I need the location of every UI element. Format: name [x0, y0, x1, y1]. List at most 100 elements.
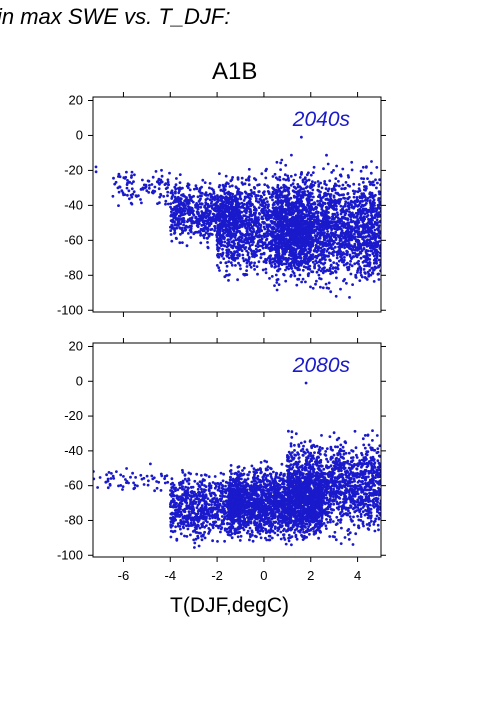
- data-point: [220, 254, 224, 258]
- data-point: [118, 185, 122, 189]
- data-point: [285, 266, 289, 270]
- data-point: [359, 269, 363, 272]
- data-point: [228, 273, 231, 276]
- data-point: [287, 193, 290, 197]
- data-point: [179, 510, 183, 514]
- data-point: [292, 231, 296, 235]
- data-point: [117, 190, 121, 194]
- data-point: [124, 175, 128, 179]
- data-point: [350, 264, 354, 268]
- data-point: [200, 202, 204, 206]
- data-point: [370, 160, 373, 163]
- data-point: [235, 250, 239, 253]
- data-point: [346, 268, 350, 272]
- data-point: [216, 249, 220, 253]
- data-point: [147, 191, 151, 194]
- data-point: [296, 242, 299, 246]
- data-point: [340, 193, 344, 197]
- data-point: [285, 195, 289, 199]
- data-point: [245, 273, 249, 276]
- data-point: [332, 261, 336, 264]
- data-point: [116, 186, 120, 190]
- data-point: [238, 223, 242, 227]
- data-point: [313, 201, 316, 205]
- data-point: [326, 230, 330, 233]
- data-point: [196, 203, 200, 207]
- data-point: [159, 192, 163, 196]
- data-point: [151, 477, 155, 481]
- data-point: [309, 234, 313, 238]
- data-point: [219, 242, 223, 246]
- data-point: [213, 482, 217, 486]
- data-point: [245, 269, 249, 272]
- data-point: [226, 220, 230, 224]
- data-point: [236, 253, 239, 257]
- data-point: [341, 183, 345, 187]
- data-point: [199, 531, 202, 535]
- data-point: [301, 268, 305, 272]
- data-point: [239, 238, 243, 242]
- data-point: [299, 197, 302, 201]
- data-point: [326, 224, 330, 228]
- data-point: [224, 484, 227, 488]
- data-point: [257, 206, 261, 210]
- data-point: [345, 208, 348, 212]
- data-point: [222, 196, 226, 200]
- data-point: [271, 211, 275, 215]
- data-point: [326, 162, 330, 166]
- data-point: [282, 216, 286, 220]
- data-point: [344, 236, 348, 240]
- data-point: [98, 476, 102, 479]
- data-point: [248, 244, 252, 248]
- data-point: [350, 203, 353, 207]
- data-point: [194, 216, 198, 220]
- data-point: [226, 214, 230, 218]
- data-point: [254, 247, 258, 251]
- data-point: [295, 232, 299, 236]
- data-point: [206, 241, 209, 244]
- data-point: [311, 180, 314, 184]
- data-point: [157, 480, 161, 484]
- data-point: [359, 169, 363, 173]
- data-point: [155, 486, 159, 490]
- data-point: [311, 253, 315, 256]
- data-point: [191, 220, 194, 224]
- data-point: [260, 252, 264, 256]
- data-point: [230, 263, 234, 267]
- data-point: [336, 234, 340, 238]
- data-point: [166, 180, 170, 184]
- data-point: [179, 232, 182, 236]
- data-point: [194, 220, 198, 224]
- data-point: [218, 246, 221, 250]
- data-point: [331, 200, 335, 204]
- data-point: [345, 281, 348, 285]
- data-point: [317, 189, 320, 192]
- data-point: [253, 261, 256, 265]
- data-point: [341, 222, 344, 226]
- data-point: [248, 218, 252, 221]
- data-point: [291, 208, 294, 212]
- data-point: [377, 205, 381, 209]
- data-point: [342, 215, 345, 219]
- data-point: [289, 253, 293, 257]
- data-point: [321, 240, 324, 244]
- data-point: [330, 189, 334, 193]
- data-point: [310, 182, 313, 186]
- data-point: [301, 195, 304, 199]
- data-point: [321, 228, 325, 232]
- data-point: [305, 197, 309, 201]
- data-point: [312, 249, 316, 253]
- data-point: [223, 236, 226, 240]
- data-point: [357, 183, 361, 186]
- data-point: [264, 176, 268, 180]
- data-point: [242, 272, 246, 276]
- data-point: [196, 195, 200, 199]
- data-point: [213, 196, 217, 200]
- data-point: [129, 201, 133, 205]
- data-point: [208, 517, 212, 520]
- data-point: [235, 256, 239, 260]
- data-point: [267, 210, 270, 214]
- data-point: [258, 197, 262, 201]
- data-point: [356, 204, 360, 208]
- data-point: [274, 196, 278, 199]
